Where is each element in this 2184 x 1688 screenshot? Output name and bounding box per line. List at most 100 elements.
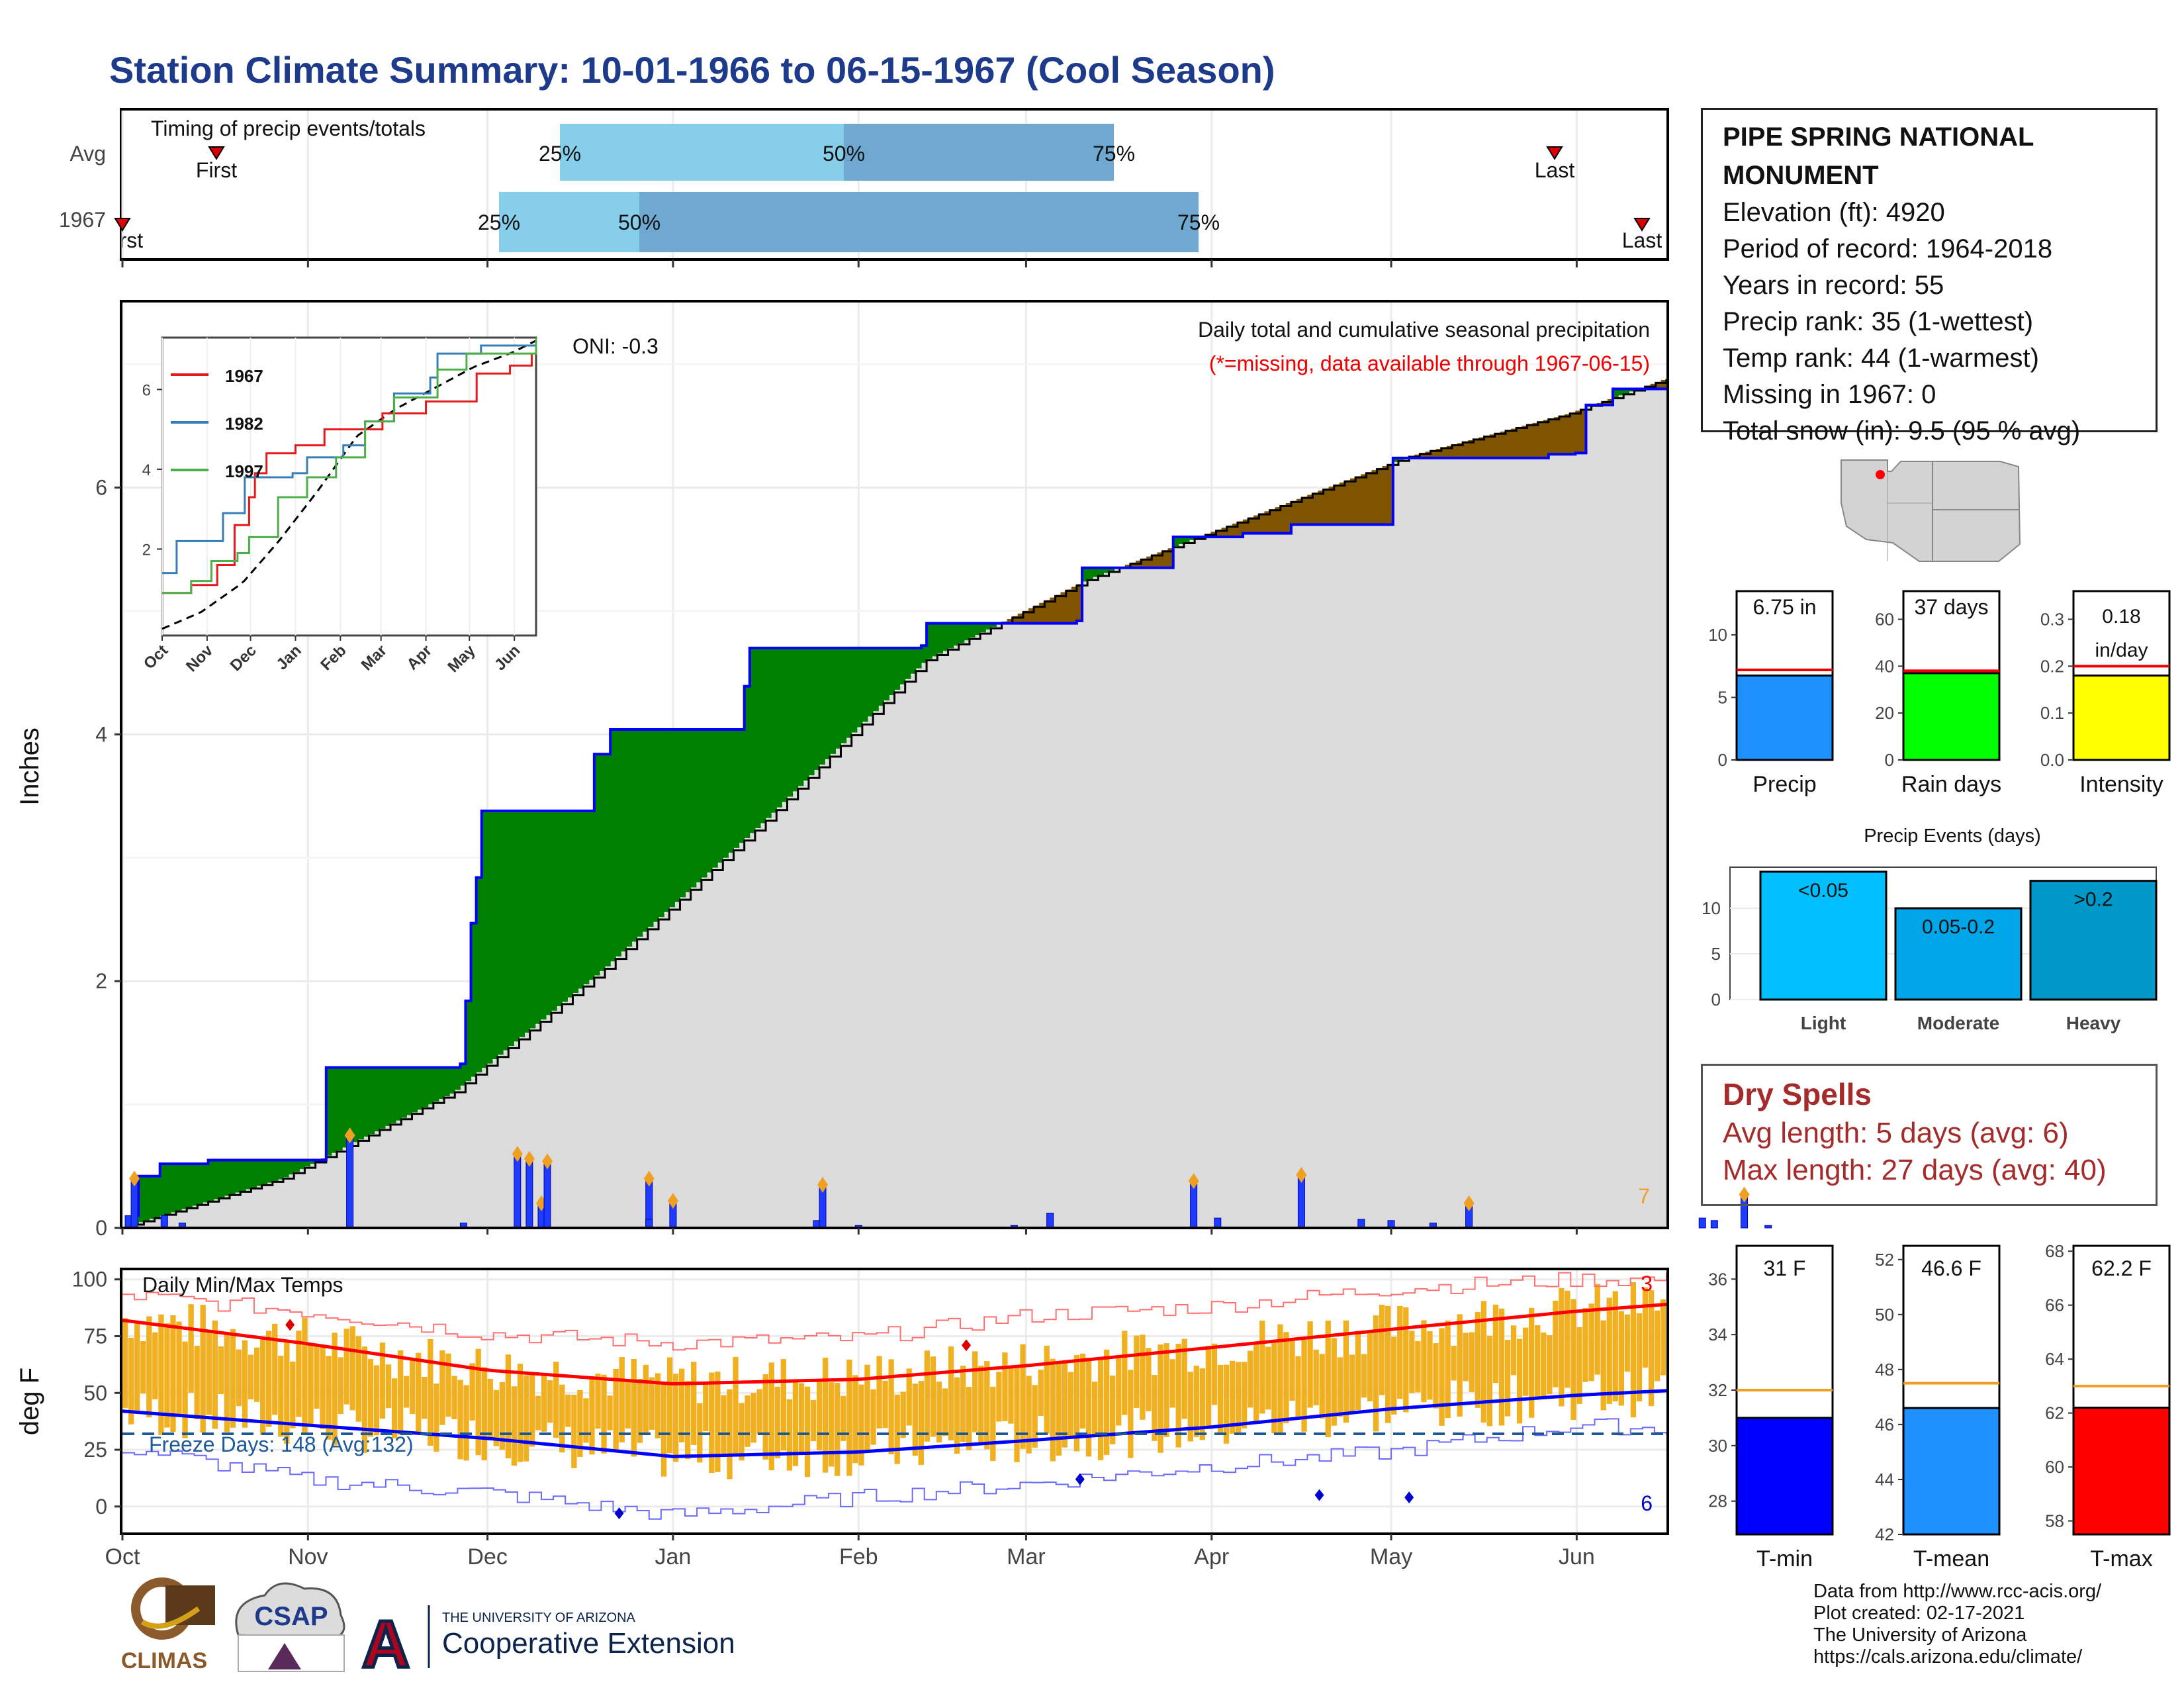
- summary-bar-value-label: 6.75 in: [1752, 595, 1816, 619]
- daily-temp-bar: [1097, 1358, 1104, 1460]
- daily-temp-bar: [302, 1317, 308, 1434]
- dry-spells-title: Dry Spells: [1723, 1077, 1872, 1111]
- above-avg-fill: [159, 1164, 166, 1216]
- above-avg-fill: [181, 1164, 187, 1209]
- above-avg-fill: [594, 754, 600, 976]
- daily-temp-bar: [140, 1340, 146, 1394]
- above-avg-fill: [1109, 567, 1115, 571]
- above-avg-fill: [856, 647, 863, 727]
- below-avg-fill: [1366, 472, 1373, 525]
- daily-temp-bar: [1205, 1346, 1212, 1426]
- above-avg-fill: [953, 623, 960, 646]
- daily-temp-bar: [936, 1382, 942, 1443]
- summary-bar-tick-label: 60: [1875, 610, 1894, 630]
- above-avg-fill: [674, 729, 681, 902]
- inset-chart: 246 Oct Nov Dec Jan Feb Mar Apr May Jun 1967 198…: [140, 336, 537, 676]
- below-avg-fill: [1511, 428, 1517, 458]
- freeze-days-label: Freeze Days: 148 (Avg:132): [149, 1432, 414, 1456]
- csap-logo-text: CSAP: [254, 1602, 328, 1631]
- daily-temp-bar: [404, 1376, 410, 1408]
- temp-x-axis: Oct Nov Dec Jan Feb Mar Apr May Jun: [105, 1534, 1595, 1570]
- daily-temp-bar: [751, 1393, 756, 1443]
- daily-temp-bar: [733, 1356, 739, 1455]
- daily-temp-bar: [146, 1316, 152, 1418]
- above-avg-fill: [235, 1160, 241, 1193]
- daily-temp-bar: [505, 1354, 512, 1458]
- above-avg-fill: [1183, 537, 1190, 542]
- daily-precip-bar: [160, 1215, 168, 1229]
- daily-temp-bar: [379, 1342, 386, 1419]
- daily-temp-bar: [128, 1337, 134, 1425]
- above-avg-fill: [1623, 389, 1629, 394]
- precip-y-tick-label: 6: [95, 476, 107, 500]
- record-marker: [962, 1339, 972, 1352]
- above-avg-fill: [915, 647, 922, 669]
- temp-bar-tick-label: 28: [1708, 1491, 1727, 1511]
- daily-temp-bar: [253, 1347, 260, 1402]
- above-avg-fill: [428, 1067, 434, 1105]
- above-avg-fill: [267, 1160, 273, 1183]
- inset-line-1967: [162, 353, 533, 594]
- summary-bar-tick-label: 0.2: [2040, 656, 2064, 676]
- above-avg-fill: [144, 1176, 150, 1221]
- daily-temp-bar: [1391, 1336, 1397, 1415]
- events-bar-value-label: >0.2: [2073, 889, 2113, 911]
- above-avg-fill: [862, 647, 868, 722]
- above-avg-fill: [637, 729, 643, 937]
- above-avg-fill: [985, 623, 991, 630]
- above-avg-fill: [712, 729, 718, 868]
- daily-temp-bar: [906, 1368, 912, 1426]
- above-avg-fill: [927, 623, 933, 659]
- temp-x-tick-label: Jan: [655, 1544, 692, 1570]
- above-avg-fill: [401, 1067, 407, 1118]
- daily-temp-bar: [1325, 1321, 1331, 1438]
- year-p25-label: 25%: [478, 211, 520, 234]
- daily-temp-bar: [846, 1359, 852, 1476]
- daily-temp-bar: [1241, 1362, 1248, 1429]
- daily-temp-bar: [822, 1358, 829, 1473]
- snow-event-marker: [1739, 1186, 1750, 1203]
- daily-temp-bar: [996, 1372, 1002, 1422]
- daily-temp-bar: [1367, 1333, 1373, 1401]
- above-avg-fill: [465, 1001, 472, 1082]
- temp-bar-tick-label: 34: [1708, 1325, 1727, 1344]
- temp-x-tick-label: Jun: [1559, 1544, 1595, 1570]
- daily-temp-bar: [1636, 1313, 1643, 1402]
- above-avg-fill: [717, 729, 723, 863]
- daily-temp-bar: [1211, 1343, 1218, 1405]
- below-avg-fill: [1377, 468, 1383, 525]
- above-avg-fill: [289, 1160, 295, 1175]
- above-avg-fill: [787, 647, 794, 797]
- daily-temp-bar: [338, 1357, 343, 1415]
- daily-temp-bar: [709, 1372, 715, 1474]
- above-avg-fill: [170, 1164, 177, 1213]
- below-avg-fill: [1259, 513, 1265, 534]
- below-avg-fill: [1226, 526, 1233, 538]
- above-avg-fill: [744, 686, 751, 838]
- daily-temp-bar: [1229, 1360, 1236, 1434]
- daily-temp-bar: [601, 1374, 607, 1454]
- above-avg-fill: [246, 1160, 252, 1190]
- above-avg-fill: [610, 729, 616, 962]
- daily-temp-bar: [1026, 1376, 1032, 1454]
- below-avg-fill: [1216, 530, 1222, 538]
- daily-precip-bar: [124, 1215, 132, 1229]
- below-avg-fill: [1484, 436, 1490, 458]
- avg-p75-label: 75%: [1093, 142, 1135, 165]
- daily-temp-bar: [529, 1372, 535, 1447]
- station-temp-rank: Temp rank: 44 (1-warmest): [1723, 344, 2039, 373]
- above-avg-fill: [964, 623, 970, 641]
- snow-event-marker: [1463, 1195, 1475, 1211]
- precip-events-chart: Precip Events (days) 0 5 10 <0.05 Light 0.05-0…: [1702, 825, 2158, 1033]
- daily-temp-bar: [625, 1380, 631, 1429]
- above-avg-fill: [358, 1067, 365, 1140]
- above-avg-fill: [626, 729, 633, 947]
- station-missing: Missing in 1967: 0: [1723, 380, 1936, 409]
- year-p50-label: 50%: [618, 211, 660, 234]
- temp-panel: 0 25 50 75 100 Oct Nov Dec Jan Feb Mar Apr May Jun d…: [15, 1268, 1669, 1570]
- temp-x-tick-label: May: [1370, 1544, 1412, 1570]
- credit-line: The University of Arizona: [1813, 1624, 2027, 1646]
- below-avg-fill: [1071, 586, 1077, 624]
- daily-temp-bar: [1062, 1360, 1068, 1448]
- daily-temp-bar: [469, 1363, 475, 1421]
